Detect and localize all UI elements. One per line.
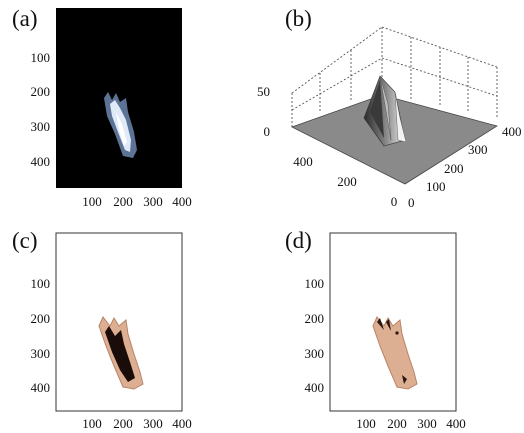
panel-c-ytick-400: 400 bbox=[31, 380, 51, 395]
panel-d-xtick-200: 200 bbox=[387, 416, 407, 431]
panel-c-frame bbox=[55, 232, 183, 412]
panel-a-xtick-200: 200 bbox=[113, 194, 133, 209]
panel-a-xtick-400: 400 bbox=[172, 194, 192, 209]
panel-d-ytick-200: 200 bbox=[305, 311, 325, 326]
panel-d-xtick-100: 100 bbox=[356, 416, 376, 431]
panel-a-ytick-200: 200 bbox=[31, 84, 51, 99]
panel-d-frame bbox=[329, 232, 457, 412]
panel-d-ytick-400: 400 bbox=[305, 380, 325, 395]
panel-c-hand bbox=[98, 316, 144, 390]
panel-b: (b) 50 0 400 200 0 bbox=[257, 6, 522, 210]
panel-d-xtick-400: 400 bbox=[446, 416, 466, 431]
panel-c-xtick-400: 400 bbox=[172, 416, 192, 431]
panel-a-ytick-300: 300 bbox=[31, 119, 51, 134]
panel-b-ztick-50: 50 bbox=[257, 84, 270, 99]
panel-a-ytick-100: 100 bbox=[31, 50, 51, 65]
panel-d-hand bbox=[372, 316, 418, 390]
panel-d: (d) 100 200 300 400 100 200 300 400 bbox=[285, 228, 466, 431]
panel-b-peak bbox=[363, 75, 407, 147]
panel-d-label: (d) bbox=[285, 228, 312, 253]
panel-b-rtick-0: 0 bbox=[408, 195, 415, 210]
panel-a-xtick-100: 100 bbox=[82, 194, 102, 209]
panel-c-xtick-300: 300 bbox=[143, 416, 163, 431]
panel-a-xtick-300: 300 bbox=[143, 194, 163, 209]
panel-b-rtick-100: 100 bbox=[426, 179, 446, 194]
panel-d-xtick-300: 300 bbox=[417, 416, 437, 431]
panel-b-ltick-0: 0 bbox=[391, 194, 398, 209]
panel-c: (c) 100 200 300 400 100 200 300 400 bbox=[12, 228, 192, 431]
panel-a-ytick-400: 400 bbox=[31, 154, 51, 169]
panel-b-ltick-200: 200 bbox=[337, 174, 357, 189]
panel-a: (a) 100 200 300 400 100 200 300 400 bbox=[12, 6, 192, 209]
panel-c-ytick-200: 200 bbox=[31, 311, 51, 326]
panel-d-ytick-100: 100 bbox=[305, 276, 325, 291]
panel-a-image bbox=[56, 8, 182, 188]
panel-b-rtick-300: 300 bbox=[468, 142, 488, 157]
panel-c-label: (c) bbox=[12, 228, 38, 253]
panel-b-rtick-200: 200 bbox=[444, 161, 464, 176]
panel-b-ztick-0: 0 bbox=[264, 124, 271, 139]
panel-b-rtick-400: 400 bbox=[502, 124, 522, 139]
panel-c-ytick-100: 100 bbox=[31, 276, 51, 291]
panel-c-xtick-200: 200 bbox=[113, 416, 133, 431]
panel-c-ytick-300: 300 bbox=[31, 346, 51, 361]
panel-d-ytick-300: 300 bbox=[305, 346, 325, 361]
panel-b-label: (b) bbox=[285, 6, 312, 31]
panel-a-hand-glow bbox=[104, 92, 137, 158]
panel-a-label: (a) bbox=[12, 6, 38, 31]
panel-b-wireframe bbox=[291, 26, 498, 127]
panel-c-xtick-100: 100 bbox=[82, 416, 102, 431]
panel-b-ltick-400: 400 bbox=[293, 154, 313, 169]
